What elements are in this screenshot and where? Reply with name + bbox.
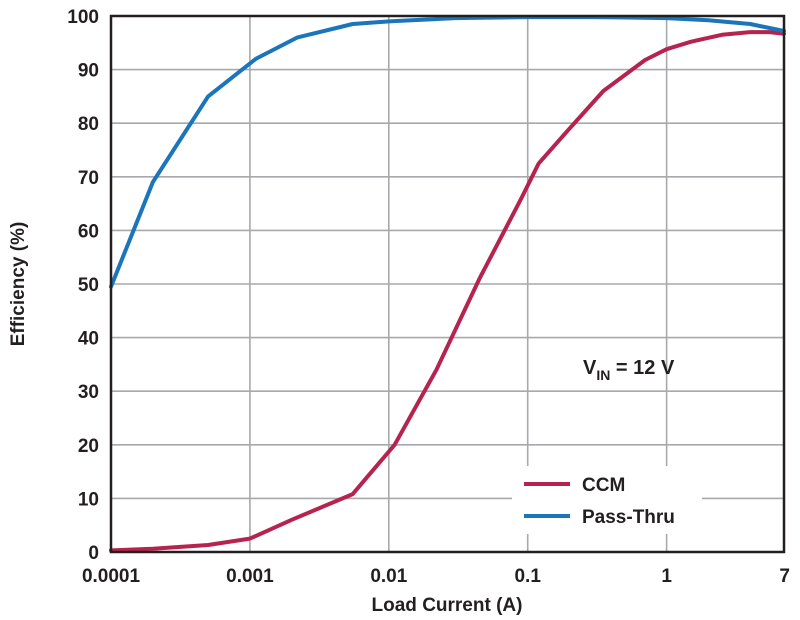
grid	[111, 16, 784, 552]
legend: CCM Pass-Thru	[512, 466, 702, 534]
vin-annotation-main: V	[583, 357, 597, 379]
y-tick-label-50: 50	[78, 275, 99, 296]
y-tick-label-90: 90	[78, 61, 99, 82]
vin-annotation-subscript: IN	[596, 367, 610, 383]
legend-label-pass-thru: Pass-Thru	[582, 507, 675, 528]
x-axis-title: Load Current (A)	[372, 595, 523, 616]
plot-frame	[109, 14, 786, 554]
legend-label-ccm: CCM	[582, 475, 625, 496]
x-tick-label-0.1: 0.1	[514, 566, 541, 587]
y-axis-title: Efficiency (%)	[8, 222, 29, 347]
y-tick-label-70: 70	[78, 168, 99, 189]
x-tick-labels: 0.0001 0.001 0.01 0.1 1 7	[82, 566, 790, 587]
y-tick-label-60: 60	[78, 221, 99, 242]
vin-annotation-value: = 12 V	[610, 357, 675, 379]
x-tick-label-0.01: 0.01	[370, 566, 407, 587]
vin-annotation: VIN = 12 V	[583, 357, 675, 383]
y-tick-labels: 0 10 20 30 40 50 60 70 80 90 100	[67, 7, 99, 564]
y-tick-label-40: 40	[78, 329, 99, 350]
legend-background	[512, 466, 702, 534]
y-tick-label-100: 100	[67, 7, 99, 28]
series-line-pass-thru	[109, 15, 786, 289]
y-tick-label-20: 20	[78, 436, 99, 457]
x-tick-label-0.001: 0.001	[226, 566, 274, 587]
x-tick-label-7: 7	[779, 566, 790, 587]
series-line-ccm	[109, 30, 786, 553]
y-tick-label-80: 80	[78, 114, 99, 135]
y-tick-label-0: 0	[88, 543, 99, 564]
series-lines	[109, 15, 786, 553]
y-tick-label-30: 30	[78, 382, 99, 403]
y-tick-label-10: 10	[78, 489, 99, 510]
x-tick-label-0.0001: 0.0001	[82, 566, 141, 587]
x-tick-label-1: 1	[661, 566, 672, 587]
